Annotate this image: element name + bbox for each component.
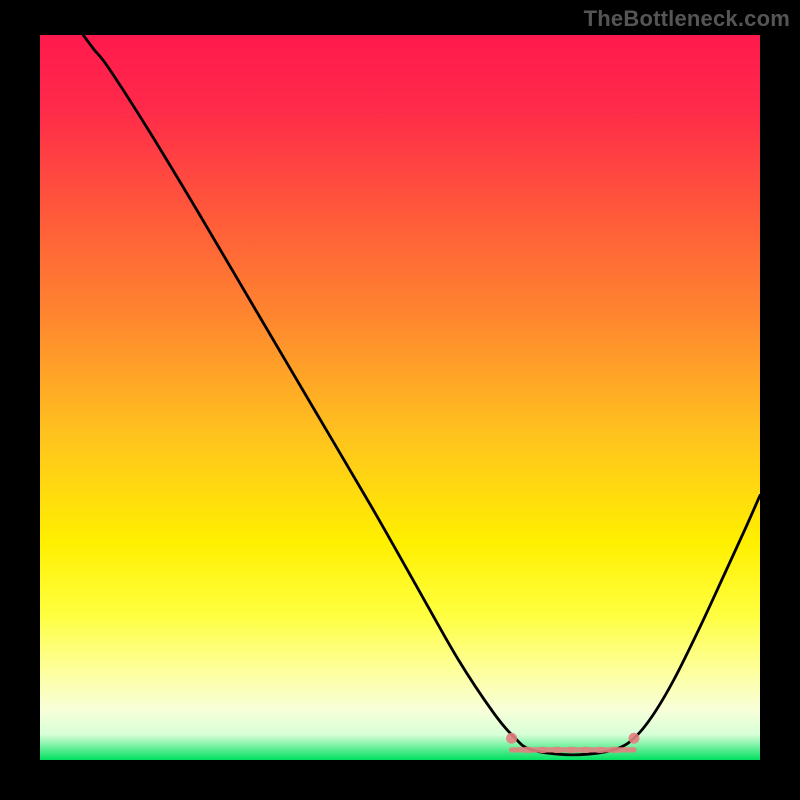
bottleneck-curve-plot xyxy=(0,0,800,800)
plot-background xyxy=(40,35,760,760)
chart-frame: TheBottleneck.com xyxy=(0,0,800,800)
